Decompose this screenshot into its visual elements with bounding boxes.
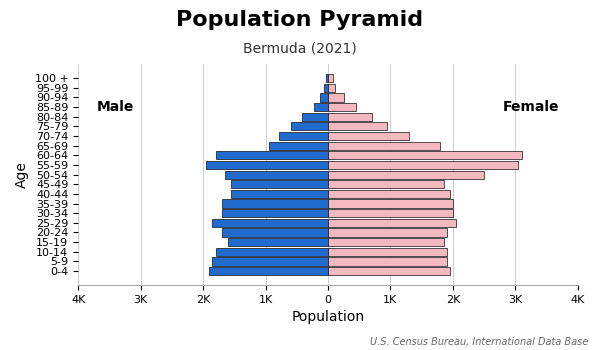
Bar <box>314 103 328 111</box>
Bar <box>231 180 328 188</box>
Y-axis label: Age: Age <box>15 161 29 188</box>
Bar <box>328 132 409 140</box>
Bar <box>212 219 328 227</box>
Text: Female: Female <box>503 100 559 114</box>
Bar <box>328 151 521 159</box>
Bar <box>222 209 328 217</box>
Text: Population Pyramid: Population Pyramid <box>176 10 424 30</box>
Bar <box>328 180 443 188</box>
Bar <box>222 229 328 237</box>
X-axis label: Population: Population <box>292 310 365 324</box>
Bar <box>328 257 446 266</box>
Bar <box>324 84 328 92</box>
Bar <box>328 229 446 237</box>
Bar <box>328 74 333 82</box>
Bar <box>228 238 328 246</box>
Bar <box>328 238 443 246</box>
Bar <box>328 122 388 131</box>
Bar <box>328 103 356 111</box>
Bar <box>328 190 450 198</box>
Bar <box>302 113 328 121</box>
Bar <box>328 248 446 256</box>
Bar <box>279 132 328 140</box>
Bar <box>328 219 456 227</box>
Bar <box>328 93 344 101</box>
Bar <box>320 93 328 101</box>
Bar <box>215 151 328 159</box>
Bar <box>328 84 335 92</box>
Bar <box>215 248 328 256</box>
Text: Bermuda (2021): Bermuda (2021) <box>243 42 357 56</box>
Text: Male: Male <box>97 100 134 114</box>
Text: U.S. Census Bureau, International Data Base: U.S. Census Bureau, International Data B… <box>370 336 588 346</box>
Bar <box>328 170 484 179</box>
Bar <box>206 161 328 169</box>
Bar <box>225 170 328 179</box>
Bar <box>269 141 328 150</box>
Bar <box>328 199 453 208</box>
Bar <box>328 113 372 121</box>
Bar <box>328 141 440 150</box>
Bar <box>328 209 453 217</box>
Bar <box>231 190 328 198</box>
Bar <box>328 161 518 169</box>
Bar <box>328 267 450 275</box>
Bar <box>222 199 328 208</box>
Bar <box>209 267 328 275</box>
Bar <box>290 122 328 131</box>
Bar <box>212 257 328 266</box>
Bar <box>326 74 328 82</box>
